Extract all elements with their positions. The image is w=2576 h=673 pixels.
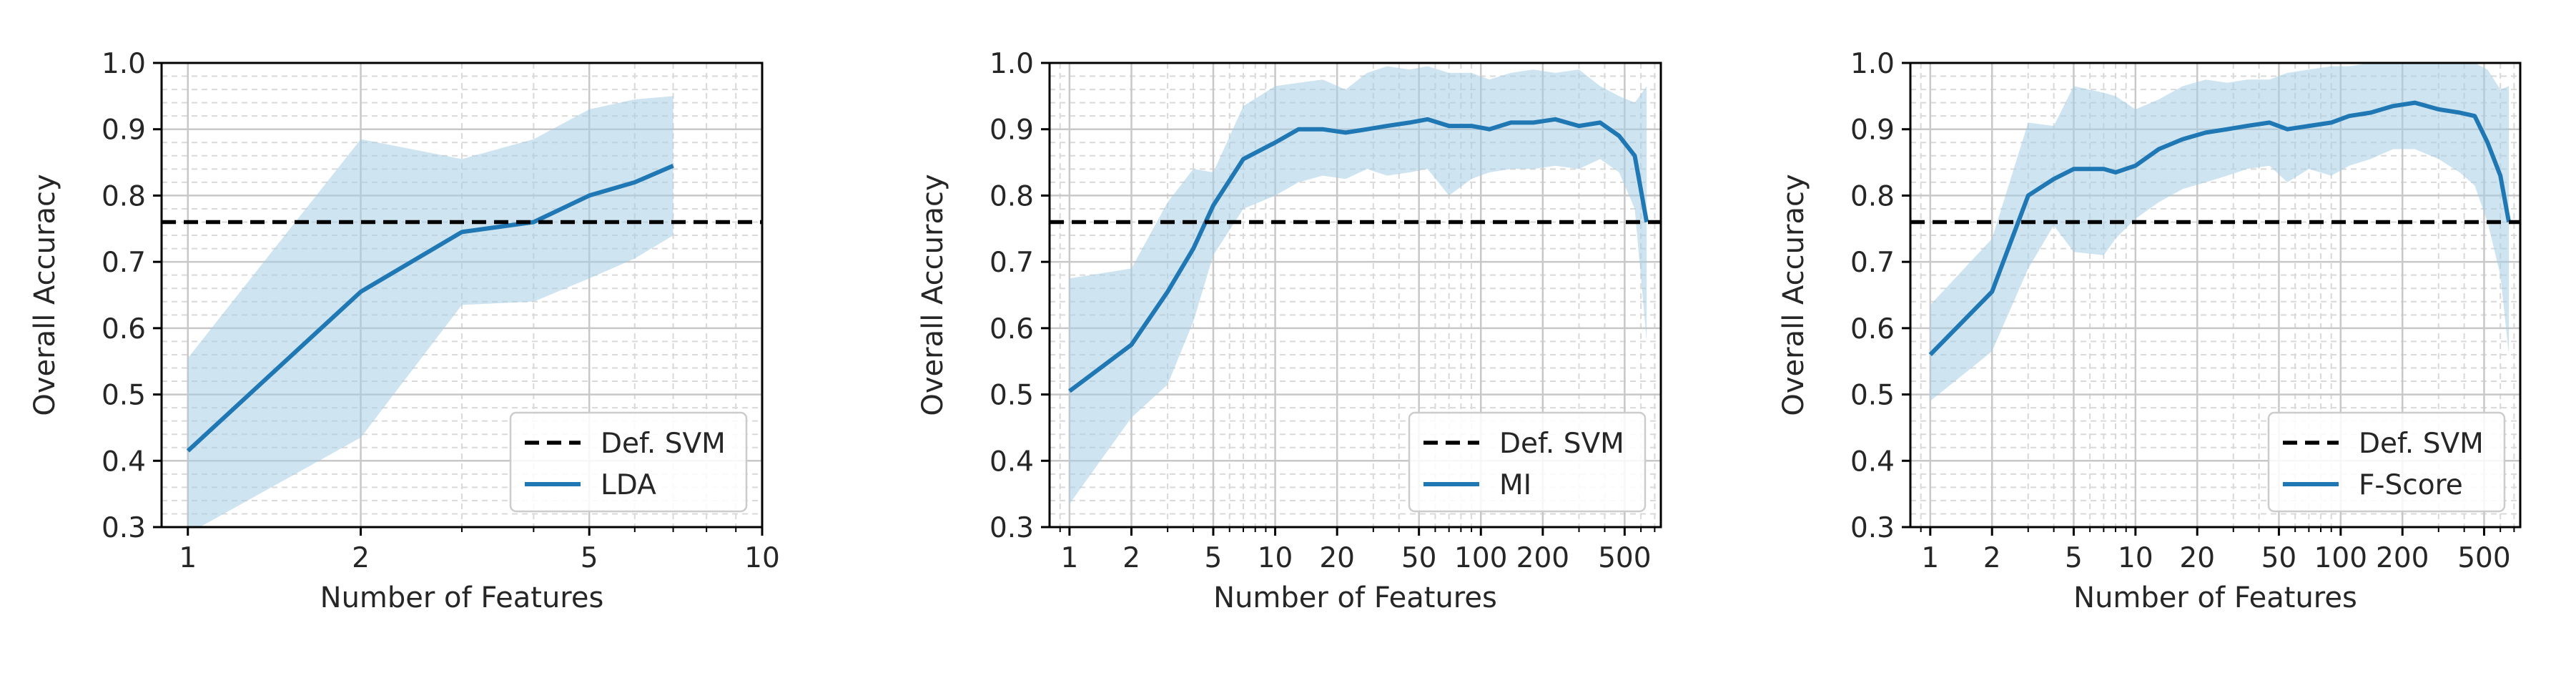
- y-tick-label: 0.5: [102, 380, 146, 412]
- x-tick-label: 10: [2118, 542, 2153, 574]
- x-tick-label: 5: [1205, 542, 1223, 574]
- x-tick-label: 500: [1598, 542, 1651, 574]
- x-tick-label: 2: [352, 542, 370, 574]
- y-tick-label: 0.4: [102, 446, 146, 478]
- x-tick-label: 10: [1258, 542, 1293, 574]
- y-tick-label: 0.5: [1850, 380, 1895, 412]
- x-tick-label: 2: [1122, 542, 1140, 574]
- x-tick-label: 20: [1319, 542, 1355, 574]
- y-tick-label: 0.4: [990, 446, 1034, 478]
- y-tick-label: 0.8: [102, 180, 146, 212]
- x-tick-label: 1: [1921, 542, 1939, 574]
- x-axis-label: Number of Features: [1213, 581, 1497, 614]
- y-axis-label: Overall Accuracy: [917, 174, 949, 416]
- x-tick-label: 10: [744, 542, 780, 574]
- legend-box: [2267, 411, 2506, 513]
- y-tick-label: 0.3: [990, 512, 1034, 544]
- legend-label-series: MI: [1499, 469, 1531, 501]
- y-tick-label: 0.7: [1850, 247, 1895, 279]
- y-axis-label: Overall Accuracy: [1777, 174, 1810, 416]
- x-tick-label: 1: [1060, 542, 1078, 574]
- y-tick-label: 0.7: [102, 247, 146, 279]
- y-axis-label: Overall Accuracy: [29, 174, 61, 416]
- y-tick-label: 1.0: [990, 48, 1034, 80]
- x-tick-label: 5: [2065, 542, 2083, 574]
- y-tick-label: 0.3: [1850, 512, 1895, 544]
- series-band-F-Score: [1930, 63, 2510, 401]
- legend-box: [1408, 411, 1647, 513]
- x-tick-label: 100: [1454, 542, 1507, 574]
- x-tick-label: 20: [2179, 542, 2215, 574]
- series-layer: [1928, 63, 2512, 401]
- legend-label-baseline: Def. SVM: [601, 428, 726, 460]
- legend-label-baseline: Def. SVM: [2359, 428, 2484, 460]
- legend-label-series: LDA: [601, 469, 656, 501]
- x-tick-label: 50: [2261, 542, 2297, 574]
- chart-panel-1: 0.3 0.4 0.5 0.6 0.7 0.8 0.9 1.0 1 2 5 10 Number of F…: [29, 48, 780, 614]
- legend-label-series: F-Score: [2359, 469, 2463, 501]
- y-tick-label: 0.9: [102, 114, 146, 147]
- y-tick-label: 1.0: [1850, 48, 1895, 80]
- chart-panel-3: 0.3 0.4 0.5 0.6 0.7 0.8 0.9 1.0 1 2 5 10 20 50 100 200 5…: [1777, 48, 2522, 614]
- chart-panel-2: 0.3 0.4 0.5 0.6 0.7 0.8 0.9 1.0 1 2 5 10 20 50 100 200 5…: [917, 48, 1662, 614]
- y-tick-label: 0.9: [1850, 114, 1895, 147]
- y-tick-label: 0.8: [990, 180, 1034, 212]
- y-tick-label: 0.6: [990, 313, 1034, 345]
- y-tick-label: 0.6: [1850, 313, 1895, 345]
- x-tick-label: 200: [1516, 542, 1569, 574]
- x-axis-label: Number of Features: [2073, 581, 2357, 614]
- y-tick-label: 0.6: [102, 313, 146, 345]
- axes-frame: [1048, 62, 1662, 529]
- x-tick-label: 100: [2314, 542, 2367, 574]
- x-tick-label: 200: [2376, 542, 2429, 574]
- x-tick-label: 50: [1401, 542, 1437, 574]
- x-tick-label: 2: [1983, 542, 2001, 574]
- legend: Def. SVM LDA: [509, 411, 748, 513]
- legend-box: [509, 411, 748, 513]
- y-tick-label: 0.4: [1850, 446, 1895, 478]
- y-tick-label: 0.5: [990, 380, 1034, 412]
- series-band-LDA: [187, 96, 673, 527]
- axes-frame: [1909, 62, 2522, 529]
- x-tick-label: 1: [179, 542, 197, 574]
- y-tick-label: 0.8: [1850, 180, 1895, 212]
- legend: Def. SVM F-Score: [2267, 411, 2506, 513]
- y-tick-label: 1.0: [102, 48, 146, 80]
- y-tick-label: 0.9: [990, 114, 1034, 147]
- legend: Def. SVM MI: [1408, 411, 1647, 513]
- series-band-MI: [1069, 66, 1647, 504]
- y-tick-label: 0.7: [990, 247, 1034, 279]
- series-layer: [1068, 66, 1649, 504]
- y-tick-label: 0.3: [102, 512, 146, 544]
- x-tick-label: 500: [2457, 542, 2510, 574]
- legend-label-baseline: Def. SVM: [1499, 428, 1624, 460]
- series-layer: [186, 96, 674, 527]
- x-axis-label: Number of Features: [320, 581, 604, 614]
- x-tick-label: 5: [581, 542, 598, 574]
